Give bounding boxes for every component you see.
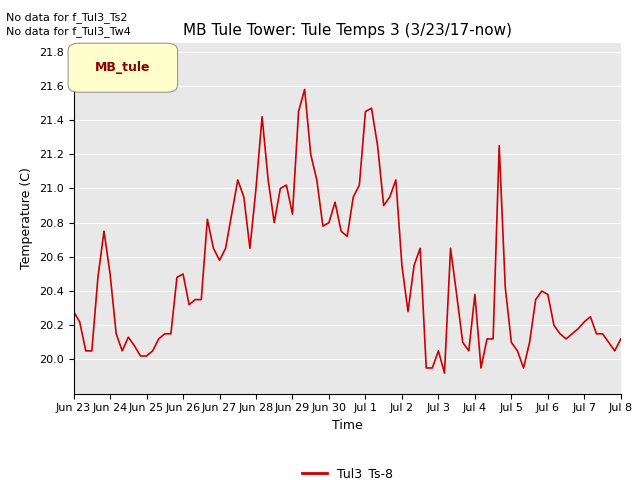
Text: MB_tule: MB_tule [95,61,150,74]
Title: MB Tule Tower: Tule Temps 3 (3/23/17-now): MB Tule Tower: Tule Temps 3 (3/23/17-now… [182,23,512,38]
Text: No data for f_Tul3_Tw4: No data for f_Tul3_Tw4 [6,26,131,37]
FancyBboxPatch shape [68,43,177,92]
Y-axis label: Temperature (C): Temperature (C) [20,168,33,269]
X-axis label: Time: Time [332,419,363,432]
Legend: Tul3_Ts-8: Tul3_Ts-8 [297,462,397,480]
Text: No data for f_Tul3_Ts2: No data for f_Tul3_Ts2 [6,12,128,23]
